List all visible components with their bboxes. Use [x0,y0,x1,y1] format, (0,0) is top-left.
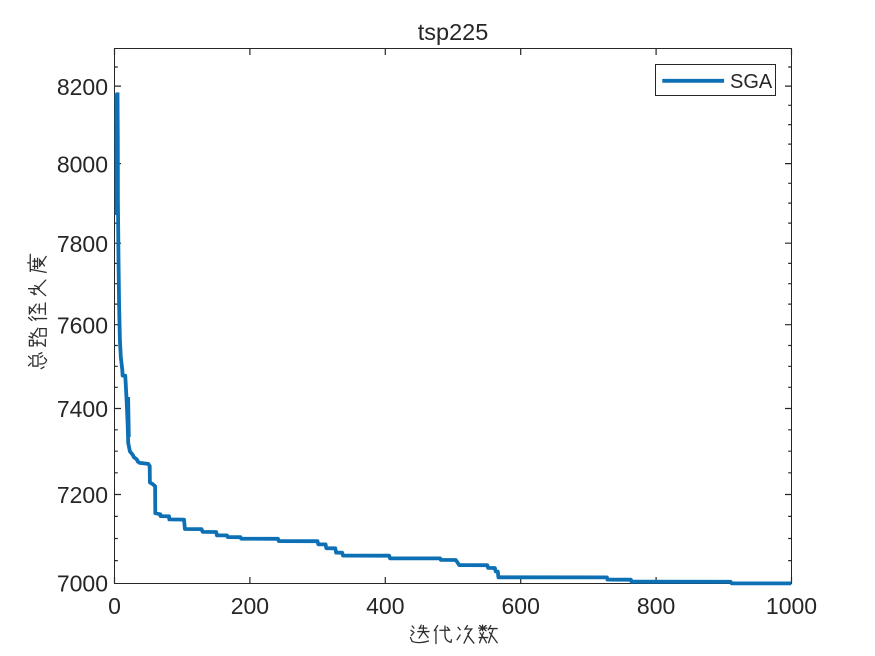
svg-text:400: 400 [366,593,404,619]
svg-text:0: 0 [108,593,121,619]
svg-text:8200: 8200 [57,74,108,100]
svg-text:7000: 7000 [57,571,108,597]
svg-text:tsp225: tsp225 [418,19,489,45]
svg-text:7800: 7800 [57,231,108,257]
svg-text:7200: 7200 [57,482,108,508]
svg-text:600: 600 [502,593,540,619]
svg-text:7400: 7400 [57,396,108,422]
svg-text:1000: 1000 [766,593,817,619]
svg-text:800: 800 [637,593,675,619]
svg-text:8000: 8000 [57,151,108,177]
svg-text:7600: 7600 [57,312,108,338]
svg-text:SGA: SGA [730,71,773,93]
svg-text:200: 200 [231,593,269,619]
